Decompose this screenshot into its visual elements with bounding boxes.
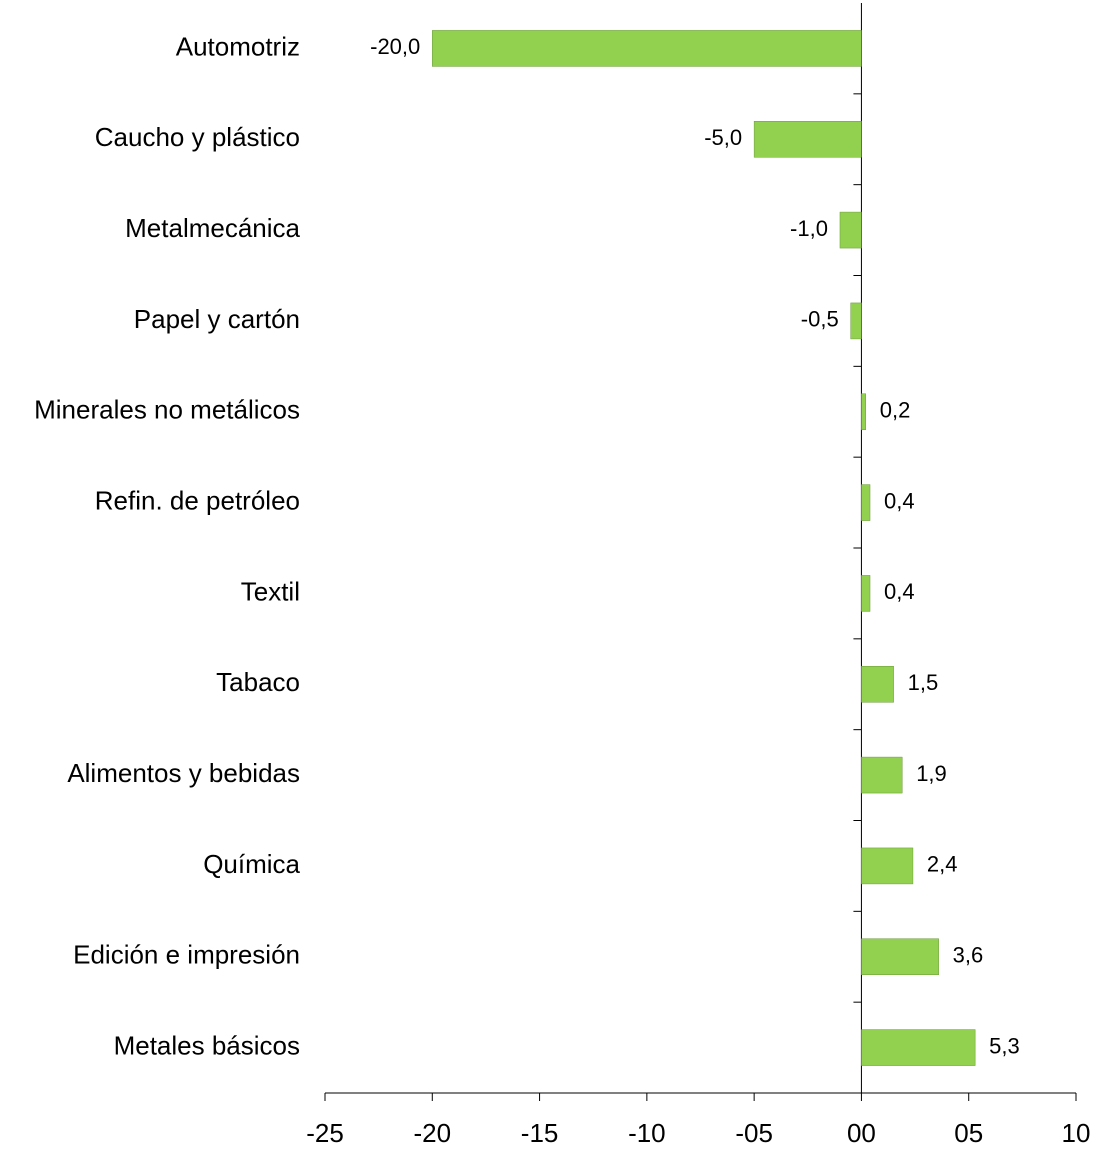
bar <box>839 211 862 249</box>
bar <box>861 484 871 521</box>
category-label: Caucho y plástico <box>95 122 300 152</box>
bar <box>861 938 939 975</box>
value-label: 1,5 <box>908 670 939 695</box>
x-tick-label: -05 <box>735 1118 773 1148</box>
category-label: Tabaco <box>216 667 300 697</box>
value-label: 2,4 <box>927 852 958 877</box>
category-label: Automotriz <box>176 31 300 61</box>
bar <box>861 756 903 794</box>
x-tick-label: 10 <box>1062 1118 1091 1148</box>
x-tick-label: -10 <box>628 1118 666 1148</box>
bar <box>861 1029 976 1066</box>
category-label: Metales básicos <box>114 1030 300 1060</box>
value-label: 0,4 <box>884 579 915 604</box>
bar <box>861 575 871 612</box>
value-label: 0,2 <box>880 398 911 423</box>
x-tick-label: -25 <box>306 1118 344 1148</box>
value-label: -1,0 <box>790 216 828 241</box>
x-tick-label: 00 <box>847 1118 876 1148</box>
x-tick-label: 05 <box>954 1118 983 1148</box>
category-label: Textil <box>241 576 300 606</box>
category-label: Edición e impresión <box>73 940 300 970</box>
category-label: Química <box>203 849 300 879</box>
value-label: 0,4 <box>884 488 915 513</box>
value-label: 5,3 <box>989 1033 1020 1058</box>
value-label: -5,0 <box>704 125 742 150</box>
value-label: 1,9 <box>916 761 947 786</box>
bar <box>861 393 866 430</box>
bar <box>753 121 862 158</box>
bar <box>850 302 862 340</box>
value-label: -20,0 <box>370 34 420 59</box>
category-label: Alimentos y bebidas <box>67 758 300 788</box>
x-tick-label: -15 <box>521 1118 559 1148</box>
bar <box>861 666 894 703</box>
value-label: 3,6 <box>953 943 984 968</box>
category-label: Metalmecánica <box>125 213 300 243</box>
category-label: Papel y cartón <box>134 304 300 334</box>
x-tick-label: -20 <box>413 1118 451 1148</box>
category-label: Minerales no metálicos <box>34 395 300 425</box>
category-label: Refin. de petróleo <box>95 485 300 515</box>
bar <box>432 30 862 67</box>
value-label: -0,5 <box>801 307 839 332</box>
bar <box>861 847 914 885</box>
